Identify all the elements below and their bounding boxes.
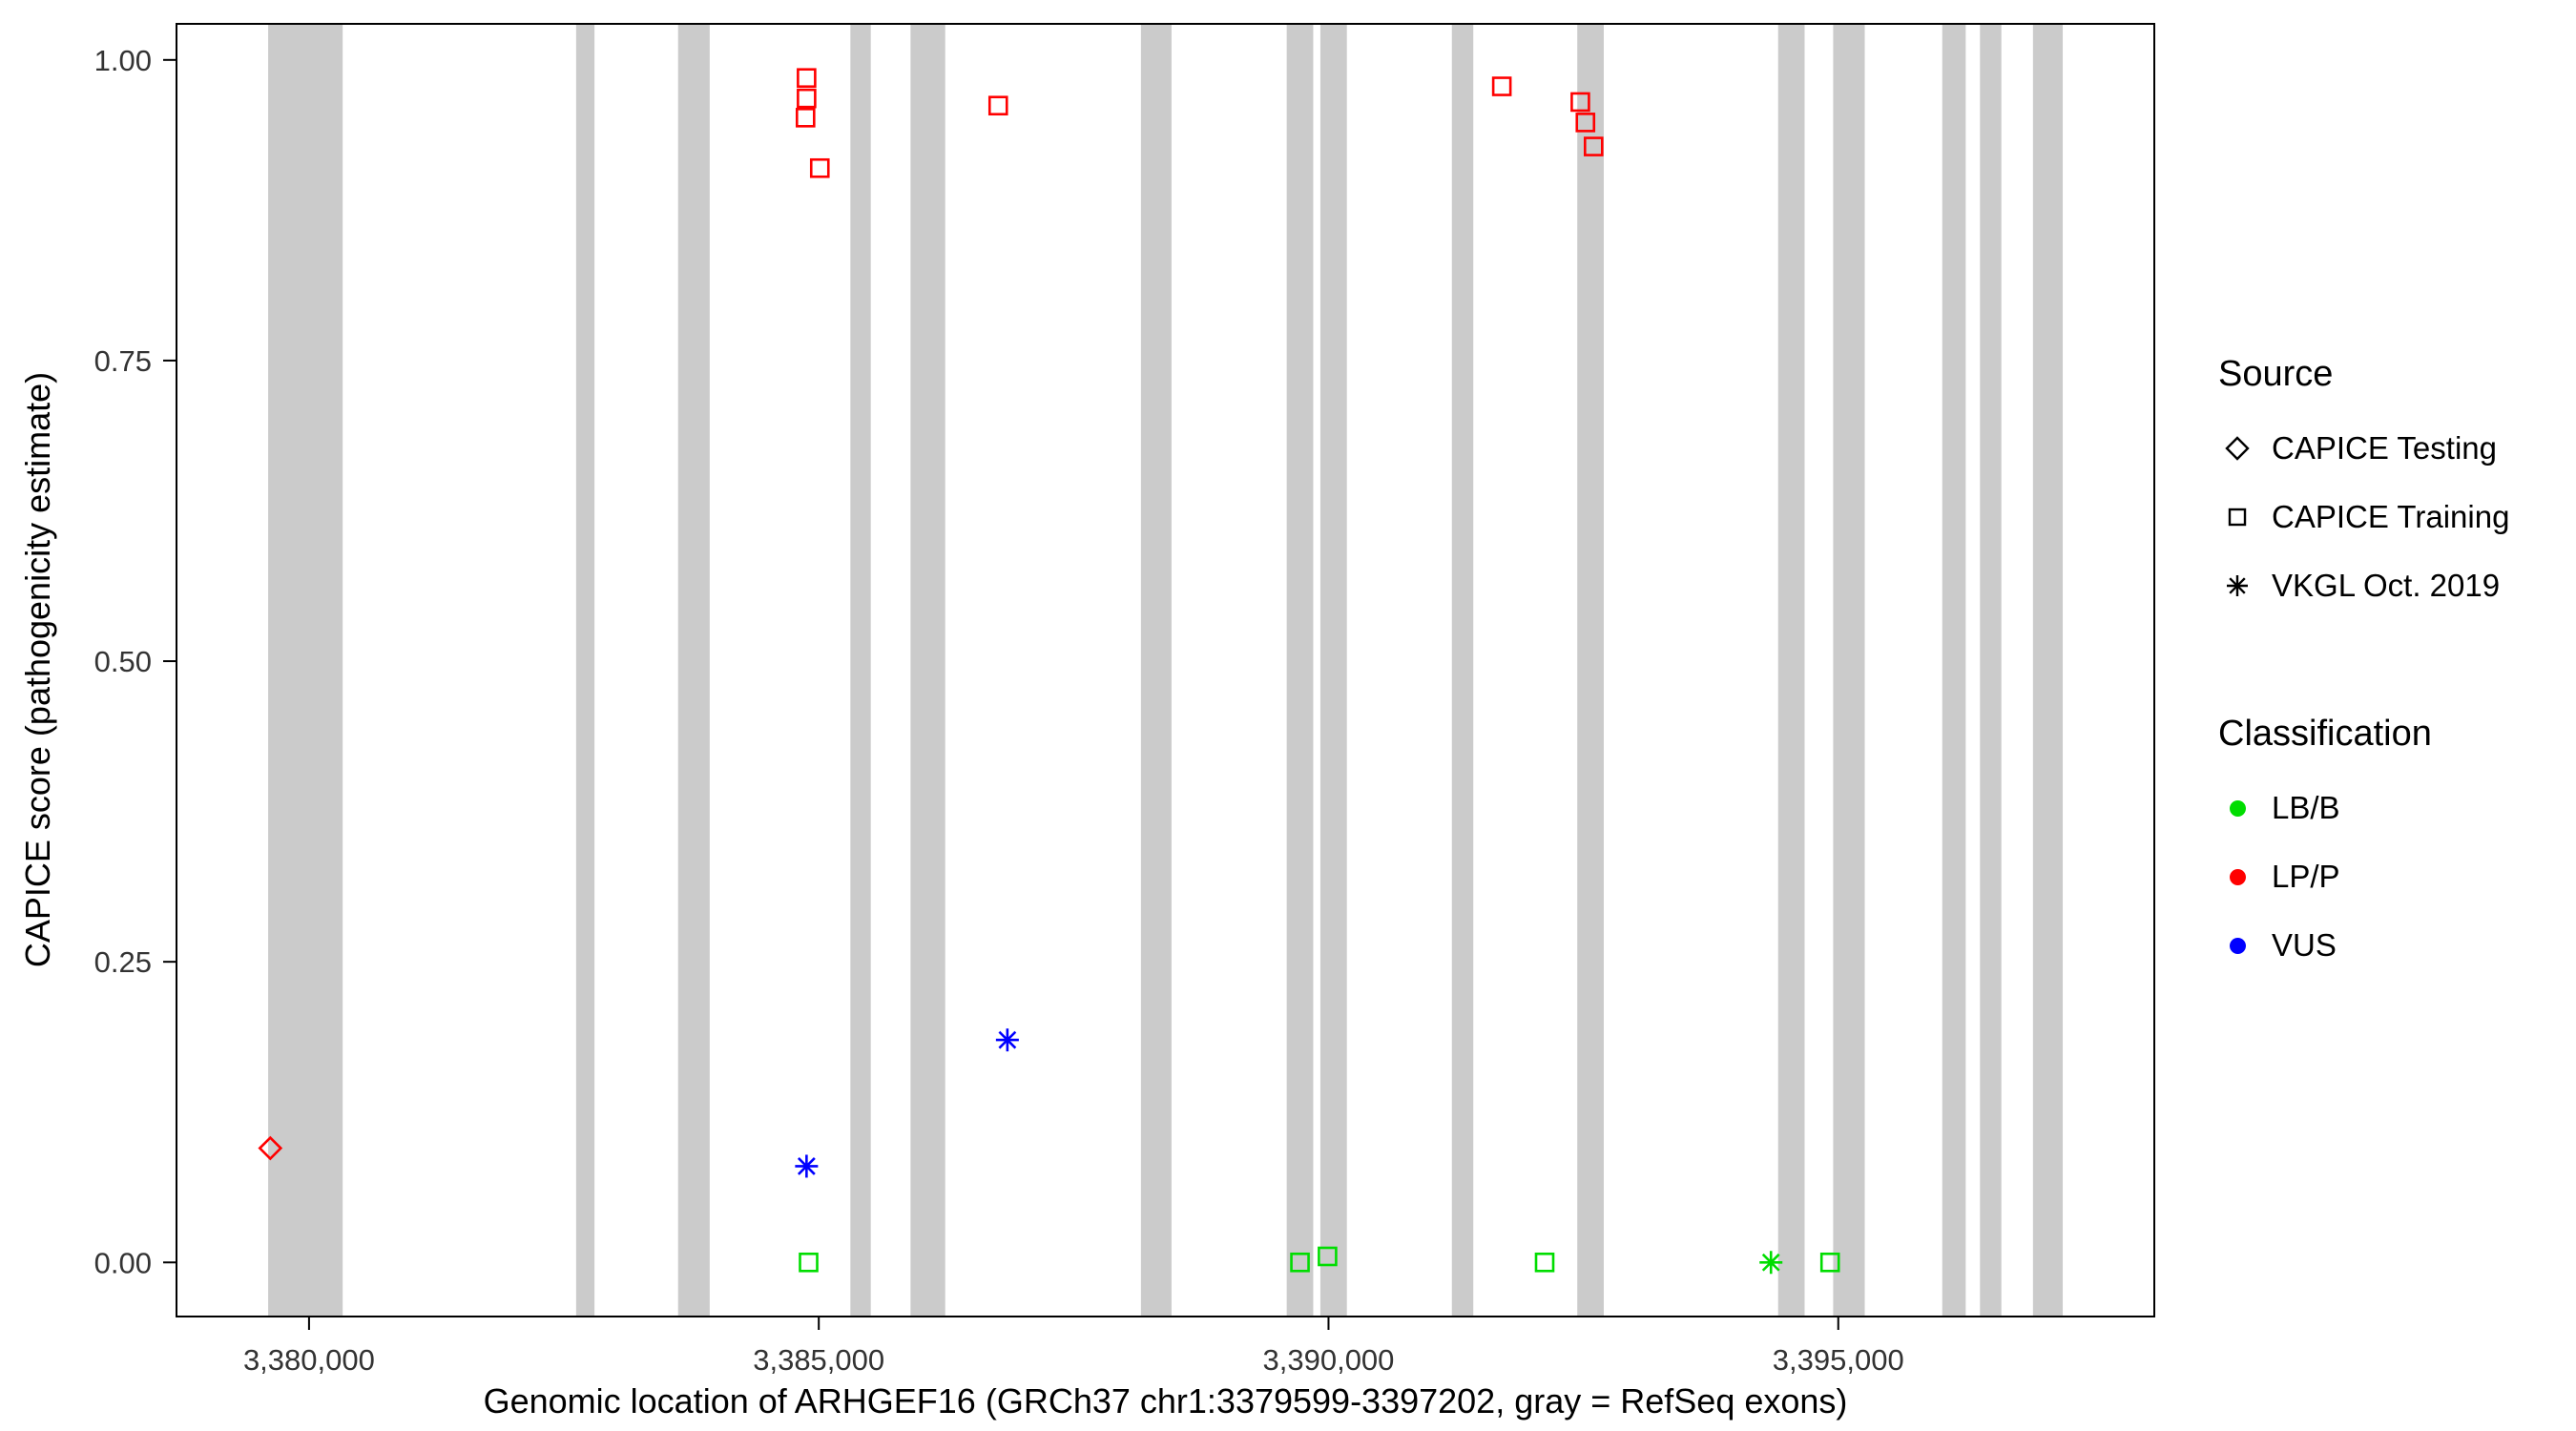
- legend-item-capice-testing: CAPICE Testing: [2218, 414, 2509, 483]
- data-point-square: [799, 1252, 819, 1273]
- legend-item-vkgl: VKGL Oct. 2019: [2218, 551, 2509, 620]
- data-point-square: [987, 95, 1008, 116]
- legend-item-label: VKGL Oct. 2019: [2272, 568, 2501, 603]
- legend-item-label: LB/B: [2272, 790, 2340, 825]
- data-point-square: [797, 68, 817, 89]
- data-point-square: [1318, 1246, 1338, 1267]
- exon-bar: [1777, 24, 1805, 1317]
- legend-item-capice-training: CAPICE Training: [2218, 483, 2509, 551]
- diamond-icon: [2218, 429, 2256, 467]
- exon-bar: [1286, 24, 1314, 1317]
- exon-bar: [1980, 24, 2002, 1317]
- exon-bar: [1942, 24, 1966, 1317]
- legend-item-lpp: LP/P: [2218, 842, 2509, 911]
- exon-bar: [1577, 24, 1604, 1317]
- x-tick-label: 3,395,000: [1773, 1343, 1904, 1377]
- legend-title-classification: Classification: [2218, 714, 2432, 754]
- exon-bar: [575, 24, 595, 1317]
- exon-bar: [1140, 24, 1172, 1317]
- exon-bar: [1451, 24, 1474, 1317]
- data-point-asterisk: [795, 1154, 819, 1178]
- exon-bar: [1319, 24, 1347, 1317]
- exon-bar: [2032, 24, 2064, 1317]
- data-point-square: [1819, 1252, 1840, 1273]
- data-point-square: [1290, 1252, 1310, 1273]
- green-dot-icon: [2218, 789, 2256, 827]
- data-point-square: [1583, 136, 1604, 156]
- x-tick-label: 3,385,000: [753, 1343, 884, 1377]
- legend-item-vus: VUS: [2218, 911, 2509, 980]
- data-point-square: [1491, 76, 1512, 96]
- data-point-asterisk: [1759, 1251, 1783, 1275]
- data-point-square: [809, 157, 830, 178]
- y-tick-label: 0.75: [94, 344, 152, 378]
- exon-bar: [850, 24, 871, 1317]
- chart-legend: Source CAPICE Testing CAPICE Training: [2218, 351, 2509, 980]
- data-point-diamond: [258, 1135, 283, 1161]
- x-axis-title: Genomic location of ARHGEF16 (GRCh37 chr…: [483, 1381, 1848, 1421]
- y-tick-label: 1.00: [94, 44, 152, 77]
- legend-item-label: CAPICE Training: [2272, 499, 2510, 534]
- x-tick-label: 3,380,000: [243, 1343, 375, 1377]
- legend-item-label: CAPICE Testing: [2272, 430, 2497, 466]
- data-point-square: [1570, 92, 1590, 113]
- square-icon: [2218, 498, 2256, 536]
- blue-dot-icon: [2218, 926, 2256, 964]
- data-point-square: [1575, 113, 1596, 133]
- legend-item-label: VUS: [2272, 927, 2337, 963]
- y-tick-label: 0.25: [94, 945, 152, 979]
- x-tick-label: 3,390,000: [1263, 1343, 1395, 1377]
- data-point-square: [1534, 1252, 1555, 1273]
- asterisk-icon: [2218, 567, 2256, 605]
- red-dot-icon: [2218, 858, 2256, 896]
- exon-bars: [268, 24, 2064, 1317]
- data-point-asterisk: [995, 1028, 1019, 1052]
- legend-title-source: Source: [2218, 354, 2334, 394]
- exon-bar: [910, 24, 945, 1317]
- legend-item-label: LP/P: [2272, 859, 2340, 894]
- exon-bar: [677, 24, 710, 1317]
- panel-border: [176, 23, 2155, 1317]
- data-points: [258, 68, 1840, 1275]
- data-point-square: [797, 88, 817, 109]
- data-point-square: [795, 108, 816, 128]
- legend-item-lbb: LB/B: [2218, 774, 2509, 842]
- exon-bar: [268, 24, 343, 1317]
- axis-tick-labels: 3,380,000 3,385,000 3,390,000 3,395,000 0.00…: [94, 44, 1904, 1377]
- exon-bar: [1833, 24, 1865, 1317]
- y-tick-label: 0.00: [94, 1246, 152, 1279]
- axis-ticks: [163, 58, 1839, 1330]
- y-tick-label: 0.50: [94, 645, 152, 678]
